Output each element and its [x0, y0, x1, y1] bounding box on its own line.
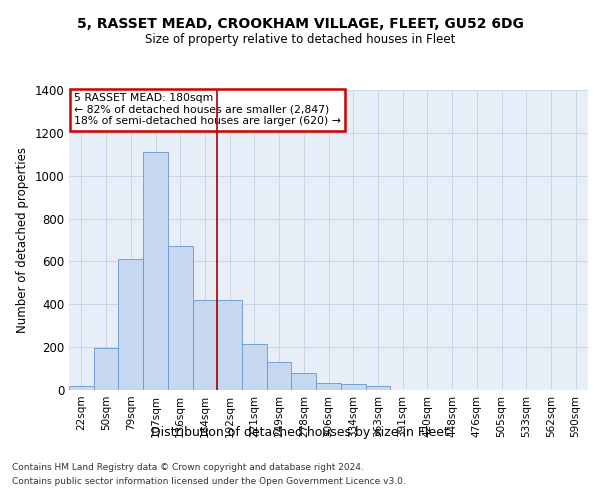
Bar	[118, 260, 143, 390]
Bar	[94, 348, 118, 390]
Bar	[292, 373, 316, 390]
Text: Size of property relative to detached houses in Fleet: Size of property relative to detached ho…	[145, 32, 455, 46]
Bar	[69, 386, 94, 390]
Bar	[168, 246, 193, 390]
Bar	[242, 344, 267, 390]
Bar	[267, 362, 292, 390]
Text: Contains HM Land Registry data © Crown copyright and database right 2024.: Contains HM Land Registry data © Crown c…	[12, 464, 364, 472]
Bar	[316, 382, 341, 390]
Bar	[217, 300, 242, 390]
Bar	[193, 300, 217, 390]
Text: 5 RASSET MEAD: 180sqm
← 82% of detached houses are smaller (2,847)
18% of semi-d: 5 RASSET MEAD: 180sqm ← 82% of detached …	[74, 93, 341, 126]
Bar	[365, 386, 390, 390]
Bar	[341, 384, 365, 390]
Text: Contains public sector information licensed under the Open Government Licence v3: Contains public sector information licen…	[12, 477, 406, 486]
Text: Distribution of detached houses by size in Fleet: Distribution of detached houses by size …	[151, 426, 449, 439]
Text: 5, RASSET MEAD, CROOKHAM VILLAGE, FLEET, GU52 6DG: 5, RASSET MEAD, CROOKHAM VILLAGE, FLEET,…	[77, 18, 523, 32]
Y-axis label: Number of detached properties: Number of detached properties	[16, 147, 29, 333]
Bar	[143, 152, 168, 390]
